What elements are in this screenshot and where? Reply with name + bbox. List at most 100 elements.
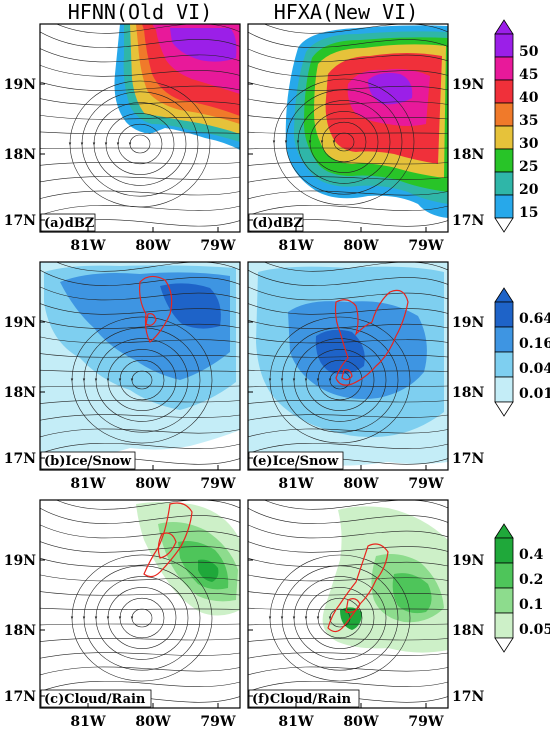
colorbar-lower-triangle xyxy=(494,217,514,233)
map-panel-a: (a)dBZ 81W 80W 79W 19N 18N 17N xyxy=(4,23,241,254)
x-tick-label: 79W xyxy=(408,714,443,730)
x-tick-label: 80W xyxy=(343,476,378,492)
colorbar-label: 0.04 xyxy=(519,361,550,377)
shaded-region xyxy=(392,573,432,614)
shaded-region xyxy=(198,559,219,582)
y-tick-label: 19N xyxy=(4,315,36,331)
column-title-right: HFXA(New VI) xyxy=(274,0,419,24)
shaded-region xyxy=(368,72,413,105)
map-panel-d: (d)dBZ 81W 80W 79W 19N 18N 17N xyxy=(247,23,484,254)
colorbar-segment xyxy=(494,301,514,328)
x-tick-label: 81W xyxy=(70,714,105,730)
red-contour xyxy=(345,598,361,613)
x-tick-label: 80W xyxy=(135,238,170,254)
colorbar-2: 0.64 0.16 0.04 0.01 xyxy=(494,287,550,417)
y-tick-label: 17N xyxy=(4,451,36,467)
panel-label: (b)Ice/Snow xyxy=(44,454,132,469)
y-tick-label: 18N xyxy=(452,147,484,163)
colorbar-segment xyxy=(494,326,514,353)
y-tick-label: 19N xyxy=(4,553,36,569)
colorbar-label: 45 xyxy=(519,67,538,83)
panel-frame xyxy=(247,499,449,709)
panel-frame xyxy=(39,261,241,471)
y-tick-label: 19N xyxy=(4,77,36,93)
x-tick-label: 81W xyxy=(70,238,105,254)
y-tick-label: 19N xyxy=(452,315,484,331)
colorbar-segment xyxy=(494,79,514,104)
colorbar-label: 0.64 xyxy=(519,311,550,327)
map-panel-c: (c)Cloud/Rain 81W 80W 79W 19N 18N 17N xyxy=(4,499,241,730)
colorbar-label: 0.16 xyxy=(519,336,550,352)
x-tick-label: 80W xyxy=(135,714,170,730)
shaded-region xyxy=(160,283,221,329)
panel-frame xyxy=(247,261,449,471)
red-contour xyxy=(334,289,409,386)
panel-label: (c)Cloud/Rain xyxy=(44,692,146,707)
colorbar-segment xyxy=(494,56,514,81)
colorbar-label: 50 xyxy=(519,44,539,60)
y-tick-label: 19N xyxy=(452,553,484,569)
colorbar-lower-triangle xyxy=(494,401,514,417)
x-tick-label: 79W xyxy=(408,476,443,492)
y-tick-label: 17N xyxy=(452,451,484,467)
colorbar-segment xyxy=(494,587,514,614)
x-tick-label: 79W xyxy=(200,476,235,492)
column-title-left: HFNN(Old VI) xyxy=(68,0,213,24)
panel-frame xyxy=(247,23,449,233)
x-tick-label: 81W xyxy=(278,476,313,492)
colorbar-segment xyxy=(494,612,514,639)
panel-label: (d)dBZ xyxy=(252,216,303,231)
x-tick-label: 80W xyxy=(135,476,170,492)
x-tick-label: 79W xyxy=(200,238,235,254)
x-tick-label: 80W xyxy=(343,238,378,254)
colorbar-segment xyxy=(494,537,514,564)
colorbar-segment xyxy=(494,562,514,589)
panel-frame xyxy=(39,23,241,233)
map-panel-e: (e)Ice/Snow 81W 80W 79W 19N 18N 17N xyxy=(247,261,484,492)
red-contour xyxy=(145,313,157,326)
y-tick-label: 18N xyxy=(4,623,36,639)
y-tick-label: 18N xyxy=(452,385,484,401)
colorbar-label: 30 xyxy=(519,136,539,152)
y-tick-label: 18N xyxy=(4,147,36,163)
colorbar-label: 0.1 xyxy=(519,597,543,613)
colorbar-label: 40 xyxy=(519,90,539,106)
panel-label: (f)Cloud/Rain xyxy=(252,692,352,707)
y-tick-label: 18N xyxy=(452,623,484,639)
y-tick-label: 17N xyxy=(452,689,484,705)
y-tick-label: 17N xyxy=(4,213,36,229)
panel-frame xyxy=(39,499,241,709)
colorbar-label: 25 xyxy=(519,159,538,175)
y-tick-label: 19N xyxy=(452,77,484,93)
colorbar-segment xyxy=(494,376,514,403)
colorbar-label: 15 xyxy=(519,205,538,221)
red-contour xyxy=(157,532,177,559)
colorbar-label: 35 xyxy=(519,113,538,129)
shaded-region xyxy=(315,329,365,374)
map-panel-f: (f)Cloud/Rain 81W 80W 79W 19N 18N 17N xyxy=(247,499,484,730)
colorbar-segment xyxy=(494,33,514,58)
panel-label: (a)dBZ xyxy=(44,216,95,231)
colorbar-1: 50 45 40 35 30 25 20 15 xyxy=(494,19,539,233)
x-tick-label: 81W xyxy=(278,714,313,730)
colorbar-label: 0.05 xyxy=(519,622,550,638)
map-panel-b: (b)Ice/Snow 81W 80W 79W 19N 18N 17N xyxy=(4,261,241,492)
colorbar-segment xyxy=(494,148,514,173)
x-tick-label: 80W xyxy=(343,714,378,730)
x-tick-label: 79W xyxy=(200,714,235,730)
y-tick-label: 17N xyxy=(4,689,36,705)
red-contour xyxy=(341,369,353,381)
colorbar-lower-triangle xyxy=(494,637,514,653)
colorbar-label: 0.01 xyxy=(519,386,550,402)
y-tick-label: 18N xyxy=(4,385,36,401)
colorbar-label: 20 xyxy=(519,182,539,198)
x-tick-label: 81W xyxy=(278,238,313,254)
colorbar-label: 0.4 xyxy=(519,547,544,563)
x-tick-label: 79W xyxy=(408,238,443,254)
shaded-region xyxy=(170,28,237,62)
red-contour xyxy=(139,275,173,343)
colorbar-segment xyxy=(494,194,514,219)
colorbar-3: 0.4 0.2 0.1 0.05 xyxy=(494,523,550,653)
colorbar-label: 0.2 xyxy=(519,572,543,588)
